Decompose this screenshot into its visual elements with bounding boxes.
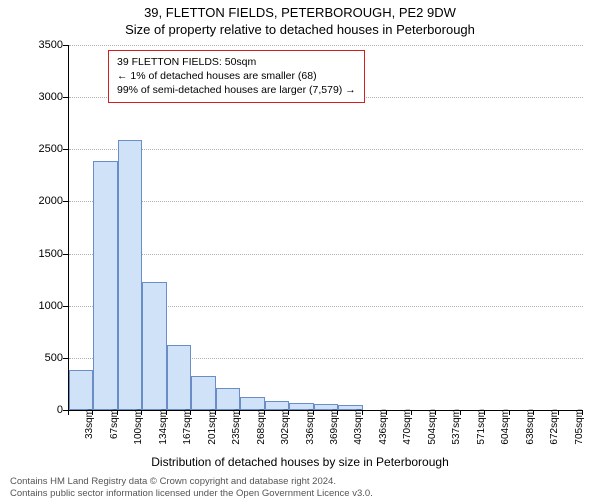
x-tick-label: 403sqm <box>353 409 364 454</box>
chart-bar <box>142 282 166 410</box>
x-tick-mark <box>460 410 461 415</box>
gridline-h <box>69 45 583 46</box>
y-tick-mark <box>63 149 68 150</box>
x-tick-label: 201sqm <box>207 409 218 454</box>
callout-box: 39 FLETTON FIELDS: 50sqm ← 1% of detache… <box>108 50 365 103</box>
x-tick-mark <box>337 410 338 415</box>
x-tick-mark <box>386 410 387 415</box>
y-tick-label: 3500 <box>3 39 63 51</box>
x-tick-label: 369sqm <box>329 409 340 454</box>
x-tick-label: 537sqm <box>451 409 462 454</box>
y-tick-mark <box>63 45 68 46</box>
y-tick-mark <box>63 97 68 98</box>
y-tick-label: 500 <box>3 352 63 364</box>
x-tick-label: 638sqm <box>525 409 536 454</box>
x-tick-label: 470sqm <box>402 409 413 454</box>
page-title: 39, FLETTON FIELDS, PETERBOROUGH, PE2 9D… <box>0 5 600 20</box>
x-axis-label: Distribution of detached houses by size … <box>0 455 600 469</box>
y-tick-label: 1000 <box>3 300 63 312</box>
callout-line-2: 99% of semi-detached houses are larger (… <box>117 83 356 97</box>
x-tick-mark <box>264 410 265 415</box>
x-tick-label: 504sqm <box>427 409 438 454</box>
y-tick-mark <box>63 254 68 255</box>
x-tick-label: 33sqm <box>84 409 95 454</box>
x-tick-mark <box>117 410 118 415</box>
x-tick-label: 705sqm <box>574 409 585 454</box>
x-tick-mark <box>313 410 314 415</box>
x-tick-label: 235sqm <box>231 409 242 454</box>
x-tick-mark <box>92 410 93 415</box>
x-tick-label: 302sqm <box>280 409 291 454</box>
chart-bar <box>93 161 117 410</box>
x-tick-label: 436sqm <box>378 409 389 454</box>
x-tick-label: 134sqm <box>158 409 169 454</box>
y-tick-label: 2000 <box>3 195 63 207</box>
x-tick-label: 268sqm <box>256 409 267 454</box>
callout-line-1: ← 1% of detached houses are smaller (68) <box>117 69 356 83</box>
x-tick-mark <box>362 410 363 415</box>
footer-line-1: Contains HM Land Registry data © Crown c… <box>10 476 590 488</box>
x-tick-mark <box>484 410 485 415</box>
y-tick-label: 0 <box>3 404 63 416</box>
gridline-h <box>69 201 583 202</box>
footer-text: Contains HM Land Registry data © Crown c… <box>10 476 590 500</box>
x-tick-label: 67sqm <box>109 409 120 454</box>
page-subtitle: Size of property relative to detached ho… <box>0 22 600 37</box>
x-tick-mark <box>141 410 142 415</box>
x-tick-mark <box>215 410 216 415</box>
chart-bar <box>118 140 142 410</box>
chart-bar <box>69 370 93 410</box>
x-tick-mark <box>239 410 240 415</box>
footer-line-2: Contains public sector information licen… <box>10 488 590 500</box>
gridline-h <box>69 149 583 150</box>
x-tick-mark <box>68 410 69 415</box>
x-tick-mark <box>190 410 191 415</box>
chart-bar <box>191 376 215 410</box>
y-tick-label: 1500 <box>3 248 63 260</box>
y-tick-label: 2500 <box>3 143 63 155</box>
chart-bar <box>167 345 191 410</box>
gridline-h <box>69 254 583 255</box>
x-tick-label: 167sqm <box>182 409 193 454</box>
x-tick-label: 336sqm <box>305 409 316 454</box>
y-tick-mark <box>63 358 68 359</box>
y-tick-mark <box>63 201 68 202</box>
y-tick-label: 3000 <box>3 91 63 103</box>
y-tick-mark <box>63 306 68 307</box>
page-root: 39, FLETTON FIELDS, PETERBOROUGH, PE2 9D… <box>0 0 600 500</box>
x-tick-label: 604sqm <box>500 409 511 454</box>
x-tick-mark <box>166 410 167 415</box>
chart-bar <box>216 388 240 410</box>
x-tick-label: 672sqm <box>549 409 560 454</box>
x-tick-mark <box>533 410 534 415</box>
x-tick-label: 571sqm <box>476 409 487 454</box>
x-tick-mark <box>411 410 412 415</box>
x-tick-mark <box>435 410 436 415</box>
x-tick-label: 100sqm <box>133 409 144 454</box>
x-tick-mark <box>288 410 289 415</box>
x-tick-mark <box>558 410 559 415</box>
callout-title: 39 FLETTON FIELDS: 50sqm <box>117 55 356 69</box>
x-tick-mark <box>509 410 510 415</box>
x-tick-mark <box>582 410 583 415</box>
